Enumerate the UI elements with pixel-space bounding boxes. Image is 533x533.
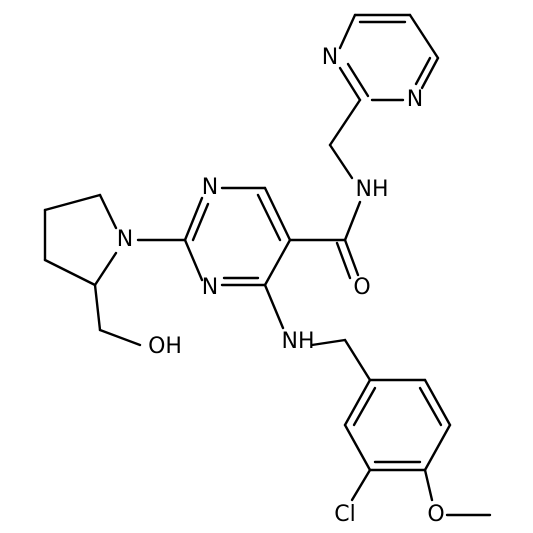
atom-label: N <box>407 87 423 112</box>
atom-label: NH <box>356 177 389 202</box>
bonds <box>43 13 492 517</box>
atom-label: O <box>427 502 444 527</box>
atom-label: Cl <box>334 502 355 527</box>
atom-label: N <box>322 45 338 70</box>
atom-labels: N N NH N N O N OH NH Cl O <box>117 45 445 527</box>
atom-label: OH <box>148 334 182 359</box>
atom-label: N <box>117 227 133 252</box>
atom-label: N <box>202 175 218 200</box>
atom-label: N <box>202 275 218 300</box>
atom-label: O <box>353 275 370 300</box>
atom-label: NH <box>282 329 315 354</box>
